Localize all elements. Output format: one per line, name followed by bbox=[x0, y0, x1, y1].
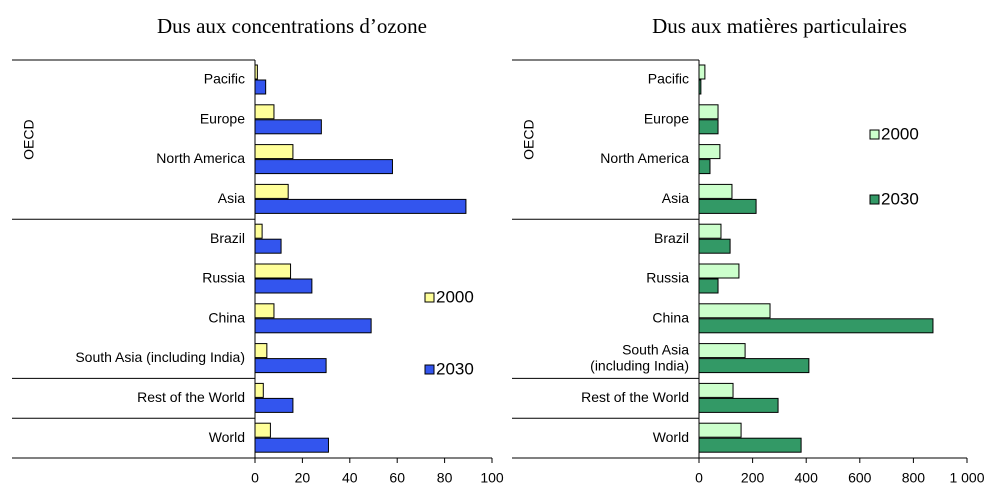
category-label: China bbox=[652, 309, 689, 325]
bar bbox=[698, 119, 719, 135]
category-label: Russia bbox=[202, 270, 245, 286]
bar bbox=[698, 303, 771, 319]
bar bbox=[698, 343, 746, 359]
x-tick-label: 1 000 bbox=[949, 470, 984, 486]
bar bbox=[698, 437, 802, 453]
category-label: Pacific bbox=[204, 71, 245, 87]
bar bbox=[698, 144, 721, 160]
x-tick-label: 400 bbox=[795, 470, 819, 486]
category-label: South Asia (including India) bbox=[75, 349, 245, 365]
category-label: China bbox=[208, 309, 245, 325]
bar bbox=[254, 422, 271, 438]
bar bbox=[698, 422, 742, 438]
legend-label: 2030 bbox=[881, 189, 919, 208]
bar bbox=[254, 263, 292, 279]
bar bbox=[698, 278, 719, 294]
x-tick-label: 200 bbox=[741, 470, 765, 486]
bar bbox=[254, 198, 467, 214]
x-tick-label: 20 bbox=[295, 470, 311, 486]
legend-label: 2030 bbox=[436, 359, 474, 378]
category-label: Rest of the World bbox=[137, 389, 245, 405]
x-tick-label: 80 bbox=[437, 470, 453, 486]
x-tick-label: 100 bbox=[480, 470, 504, 486]
bar bbox=[254, 358, 327, 374]
chart-title: Dus aux concentrations d’ozone bbox=[157, 14, 427, 38]
bar bbox=[254, 119, 322, 135]
bar bbox=[254, 382, 264, 398]
legend-swatch bbox=[424, 292, 435, 303]
category-label: North America bbox=[600, 150, 689, 166]
bar bbox=[698, 318, 934, 334]
bar bbox=[698, 382, 734, 398]
bar bbox=[698, 159, 711, 175]
category-label: Asia bbox=[662, 190, 689, 206]
category-label: Pacific bbox=[648, 71, 689, 87]
category-label: World bbox=[209, 429, 245, 445]
bar bbox=[698, 198, 757, 214]
bar bbox=[254, 183, 289, 199]
category-label: Europe bbox=[200, 110, 245, 126]
x-tick-label: 600 bbox=[848, 470, 872, 486]
bar bbox=[698, 238, 731, 254]
bar bbox=[254, 144, 294, 160]
chart-title: Dus aux matières particulaires bbox=[652, 14, 907, 38]
legend-swatch bbox=[424, 364, 435, 375]
category-label: Asia bbox=[218, 190, 245, 206]
group-label: OECD bbox=[521, 119, 537, 159]
category-label: World bbox=[653, 429, 689, 445]
bar bbox=[698, 263, 740, 279]
bar bbox=[254, 278, 313, 294]
legend-swatch bbox=[869, 129, 880, 140]
bar bbox=[698, 397, 779, 413]
x-tick-label: 800 bbox=[902, 470, 926, 486]
bar bbox=[254, 104, 275, 120]
bar bbox=[254, 437, 329, 453]
bar bbox=[698, 358, 810, 374]
group-label: OECD bbox=[21, 119, 37, 159]
x-tick-label: 40 bbox=[342, 470, 358, 486]
bar bbox=[698, 104, 719, 120]
bar bbox=[254, 223, 263, 239]
bar bbox=[254, 64, 258, 80]
x-tick-label: 60 bbox=[389, 470, 405, 486]
bar bbox=[254, 343, 268, 359]
bar bbox=[698, 79, 702, 95]
x-tick-label: 0 bbox=[695, 470, 703, 486]
x-tick-label: 0 bbox=[251, 470, 259, 486]
bar bbox=[254, 79, 267, 95]
bar bbox=[254, 318, 372, 334]
bar bbox=[254, 303, 275, 319]
bar bbox=[254, 238, 282, 254]
category-label: Rest of the World bbox=[581, 389, 689, 405]
category-label: Europe bbox=[644, 110, 689, 126]
category-label: Brazil bbox=[654, 230, 689, 246]
bar bbox=[698, 64, 706, 80]
category-label: Russia bbox=[646, 270, 689, 286]
bar bbox=[254, 159, 393, 175]
category-label: South Asia (including India) bbox=[590, 341, 689, 373]
legend-swatch bbox=[869, 194, 880, 205]
legend-label: 2000 bbox=[436, 287, 474, 306]
legend-label: 2000 bbox=[881, 124, 919, 143]
bar bbox=[698, 223, 722, 239]
bar bbox=[698, 183, 733, 199]
bar bbox=[254, 397, 294, 413]
category-label: Brazil bbox=[210, 230, 245, 246]
category-label: North America bbox=[156, 150, 245, 166]
